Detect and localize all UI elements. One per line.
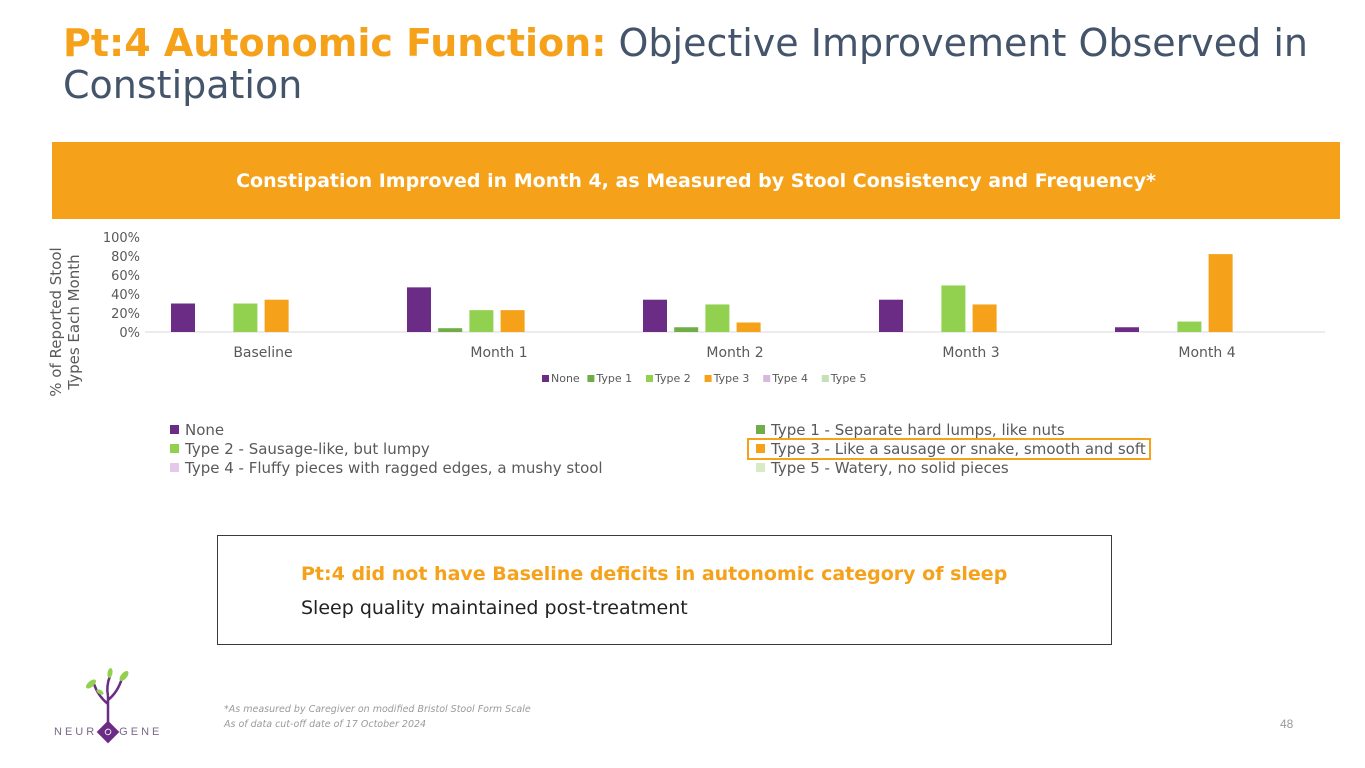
logo-text-mid: O <box>96 720 120 744</box>
logo-text-left: NEUR <box>54 726 98 738</box>
page-number: 48 <box>1280 717 1294 731</box>
title-highlight: Pt:4 Autonomic Function: <box>63 21 607 65</box>
legend-label: None <box>185 420 225 439</box>
legend-label: Type 3 - Like a sausage or snake, smooth… <box>771 439 1146 458</box>
highlight-box <box>747 438 1151 460</box>
y-axis-label: % of Reported Stool Types Each Month <box>40 232 90 412</box>
y-tick-label: 100% <box>103 231 140 246</box>
info-headline: Pt:4 did not have Baseline deficits in a… <box>301 563 1008 585</box>
page-title: Pt:4 Autonomic Function: Objective Impro… <box>63 22 1323 106</box>
chart-legend: None Type 1 Type 2 Type 3 Type 4 Type 5 <box>542 372 867 385</box>
bar-none <box>1115 327 1139 332</box>
bar-type-2 <box>705 304 730 332</box>
x-tick-label: Month 2 <box>706 345 763 361</box>
logo-plant-icon <box>86 668 129 722</box>
legend-swatch <box>542 375 549 382</box>
x-tick-label: Month 4 <box>1178 345 1235 361</box>
legend-label: Type 1 - Separate hard lumps, like nuts <box>771 420 1065 439</box>
legend-label: None <box>551 372 580 385</box>
legend-item: Type 1 - Separate hard lumps, like nuts <box>756 420 1065 439</box>
y-axis-label-line2: Types Each Month <box>65 254 83 390</box>
legend-item: Type 5 - Watery, no solid pieces <box>756 458 1009 477</box>
bar-type-3 <box>264 299 289 332</box>
legend-label: Type 4 <box>771 372 808 385</box>
legend-row: None Type 1 - Separate hard lumps, like n… <box>170 420 1220 439</box>
legend-item: Type 4 - Fluffy pieces with ragged edges… <box>170 458 756 477</box>
x-tick-label: Baseline <box>233 345 292 361</box>
legend-swatch <box>756 425 765 434</box>
footnote-2: As of data cut-off date of 17 October 20… <box>224 719 427 730</box>
bar-none <box>879 299 903 332</box>
legend-swatch <box>170 463 179 472</box>
legend-label: Type 2 <box>654 372 691 385</box>
legend-swatch <box>763 375 771 382</box>
legend-swatch <box>646 375 653 382</box>
footnote-1: *As measured by Caregiver on modified Br… <box>224 704 531 715</box>
x-tick-label: Month 3 <box>942 345 999 361</box>
bar-none <box>171 303 195 332</box>
y-tick-label: 60% <box>111 269 140 284</box>
bar-none <box>643 299 667 332</box>
legend-item: Type 3 - Like a sausage or snake, smooth… <box>747 438 1151 460</box>
y-tick-label: 80% <box>111 250 140 265</box>
bar-type-2 <box>941 285 966 332</box>
legend-label: Type 4 - Fluffy pieces with ragged edges… <box>185 458 603 477</box>
info-detail: Sleep quality maintained post-treatment <box>301 597 688 619</box>
logo-text-right: GENE <box>119 726 163 738</box>
y-tick-label: 0% <box>119 326 140 341</box>
banner-text: Constipation Improved in Month 4, as Mea… <box>236 169 1156 192</box>
legend-label: Type 2 - Sausage-like, but lumpy <box>185 439 430 458</box>
legend-label: Type 5 <box>830 372 867 385</box>
bar-type-2 <box>233 303 258 332</box>
legend-swatch <box>170 444 179 453</box>
bar-type-3 <box>736 322 761 332</box>
legend-item: Type 2 - Sausage-like, but lumpy <box>170 439 756 458</box>
headline-banner: Constipation Improved in Month 4, as Mea… <box>52 142 1340 219</box>
bar-chart: 0% 20% 40% 60% 80% 100% Baseline Month 1 Month 2… <box>103 231 1325 385</box>
y-tick-label: 40% <box>111 288 140 303</box>
y-tick-label: 20% <box>111 307 140 322</box>
legend-swatch <box>704 375 712 382</box>
info-box: Pt:4 did not have Baseline deficits in a… <box>217 535 1112 645</box>
legend-label: Type 5 - Watery, no solid pieces <box>771 458 1009 477</box>
y-axis-label-line1: % of Reported Stool <box>47 247 65 397</box>
legend-label: Type 3 <box>713 372 750 385</box>
bar-type-2 <box>469 310 494 332</box>
title-rest: Objective Improvement Observed in Consti… <box>63 21 1308 107</box>
logo-text: NEUR O GENE <box>54 720 163 744</box>
bar-type-3 <box>1208 254 1233 332</box>
legend-swatch <box>821 375 829 382</box>
bar-type-3 <box>500 310 525 332</box>
bar-type-2 <box>1177 321 1202 332</box>
legend-row: Type 4 - Fluffy pieces with ragged edges… <box>170 458 1220 477</box>
stool-type-legend: None Type 1 - Separate hard lumps, like n… <box>170 420 1220 477</box>
bar-type-3 <box>972 304 997 332</box>
x-tick-label: Month 1 <box>470 345 527 361</box>
company-logo: NEUR O GENE <box>48 664 168 744</box>
bar-none <box>407 287 431 332</box>
legend-label: Type 1 <box>595 372 632 385</box>
legend-swatch <box>756 444 765 453</box>
legend-swatch <box>587 375 595 382</box>
legend-swatch <box>170 425 179 434</box>
bar-type-1 <box>438 328 463 332</box>
bar-type-1 <box>674 327 699 332</box>
legend-swatch <box>756 463 765 472</box>
legend-item: None <box>170 420 756 439</box>
legend-row: Type 2 - Sausage-like, but lumpy Type 3 -… <box>170 438 1220 460</box>
